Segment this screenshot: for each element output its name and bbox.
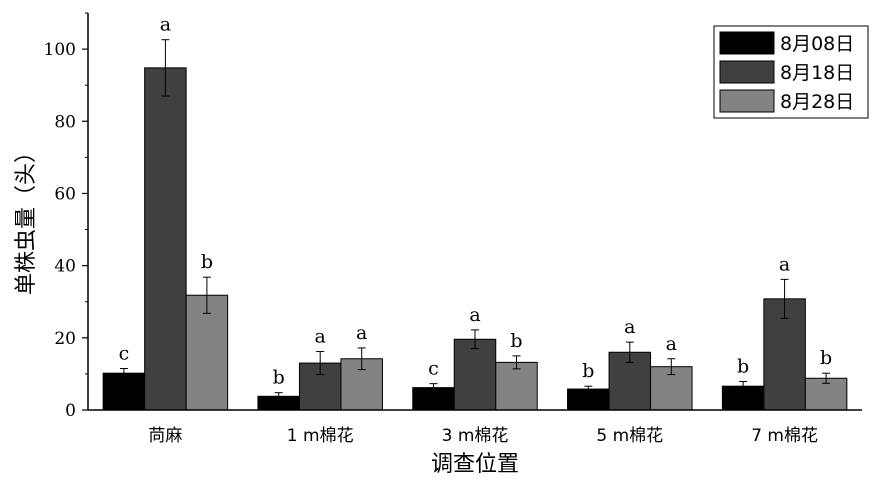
significance-letter: a bbox=[469, 304, 480, 326]
significance-letter: a bbox=[779, 253, 790, 275]
significance-letter: a bbox=[356, 322, 367, 344]
x-tick-label: 3 m棉花 bbox=[442, 426, 509, 446]
significance-letter: b bbox=[582, 360, 594, 382]
significance-letter: c bbox=[428, 358, 439, 380]
x-tick-label: 苘麻 bbox=[148, 426, 182, 446]
significance-letter: a bbox=[666, 333, 677, 355]
legend-swatch bbox=[719, 89, 775, 113]
y-axis-label: 单株虫量（头） bbox=[14, 141, 39, 295]
legend-label: 8月18日 bbox=[780, 62, 854, 84]
significance-letter: c bbox=[119, 342, 130, 364]
bar bbox=[495, 361, 538, 411]
bar bbox=[102, 372, 146, 411]
legend-label: 8月28日 bbox=[780, 91, 854, 113]
legend: 8月08日 8月18日 8月28日 bbox=[713, 25, 869, 119]
legend-swatch bbox=[719, 60, 775, 84]
y-tick-label: 20 bbox=[54, 329, 76, 349]
x-axis-label: 调查位置 bbox=[431, 452, 519, 477]
y-tick-label: 60 bbox=[54, 184, 76, 204]
significance-letter: b bbox=[201, 251, 213, 273]
axes-layer: 苘麻 1 m棉花 3 m棉花 5 m棉花 7 m棉花 0 20 40 60 80 100 bbox=[44, 12, 862, 446]
significance-letter: a bbox=[160, 14, 171, 36]
significance-letter: b bbox=[273, 367, 285, 389]
significance-letter: b bbox=[820, 347, 832, 369]
x-tick-label: 1 m棉花 bbox=[287, 426, 354, 446]
y-tick-label: 80 bbox=[54, 112, 76, 132]
x-tick-label: 7 m棉花 bbox=[751, 426, 818, 446]
significance-letter: b bbox=[737, 355, 749, 377]
y-tick-label: 0 bbox=[65, 401, 76, 421]
x-tick-label: 5 m棉花 bbox=[596, 426, 663, 446]
bar bbox=[144, 67, 187, 411]
bar bbox=[185, 294, 229, 411]
y-tick-label: 40 bbox=[54, 257, 76, 277]
bar bbox=[453, 338, 497, 411]
significance-letter: a bbox=[315, 326, 326, 348]
legend-swatch bbox=[719, 31, 775, 55]
significance-letter: b bbox=[510, 330, 522, 352]
y-tick-label: 100 bbox=[44, 40, 76, 60]
legend-label: 8月08日 bbox=[780, 33, 854, 55]
significance-letter: a bbox=[624, 316, 635, 338]
bars-layer: c a b b a a c a b b a a b a b bbox=[102, 14, 848, 411]
